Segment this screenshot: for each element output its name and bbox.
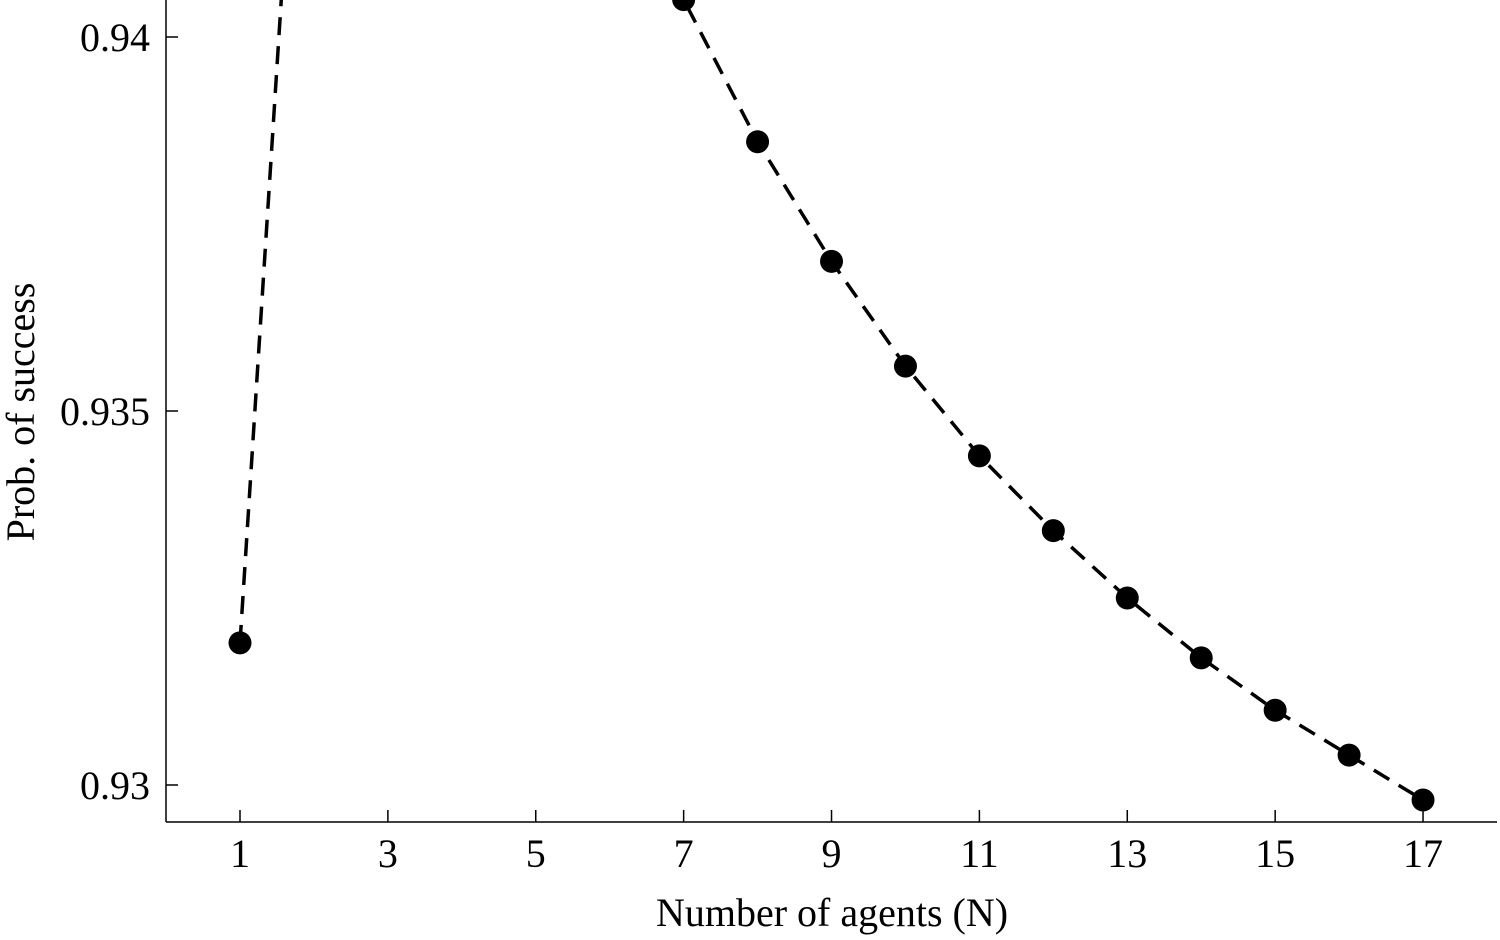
data-point [746, 130, 770, 154]
data-point [967, 444, 991, 468]
data-point [893, 354, 917, 378]
data-point [820, 249, 844, 273]
data-point [672, 0, 696, 12]
data-point [1189, 646, 1213, 670]
x-tick-label: 13 [1107, 831, 1147, 876]
x-tick-label: 5 [526, 831, 546, 876]
y-tick-label: 0.935 [60, 389, 150, 434]
x-axis-title: Number of agents (N) [656, 890, 1008, 935]
x-tick-label: 3 [378, 831, 398, 876]
series-line [238, 0, 1424, 802]
data-point [1337, 743, 1361, 767]
x-tick-label: 11 [960, 831, 999, 876]
data-point [1041, 519, 1065, 543]
x-tick-label: 17 [1403, 831, 1443, 876]
x-tick-label: 1 [230, 831, 250, 876]
y-tick-label: 0.93 [80, 763, 150, 808]
data-point [1411, 788, 1435, 812]
data-point [228, 631, 252, 655]
data-point [1263, 698, 1287, 722]
series-1 [228, 0, 1435, 812]
x-tick-label: 7 [674, 831, 694, 876]
x-tick-label: 9 [822, 831, 842, 876]
data-point [1115, 586, 1139, 610]
y-tick-label: 0.94 [80, 15, 150, 60]
x-tick-label: 15 [1255, 831, 1295, 876]
y-axis-title: Prob. of success [0, 283, 43, 542]
